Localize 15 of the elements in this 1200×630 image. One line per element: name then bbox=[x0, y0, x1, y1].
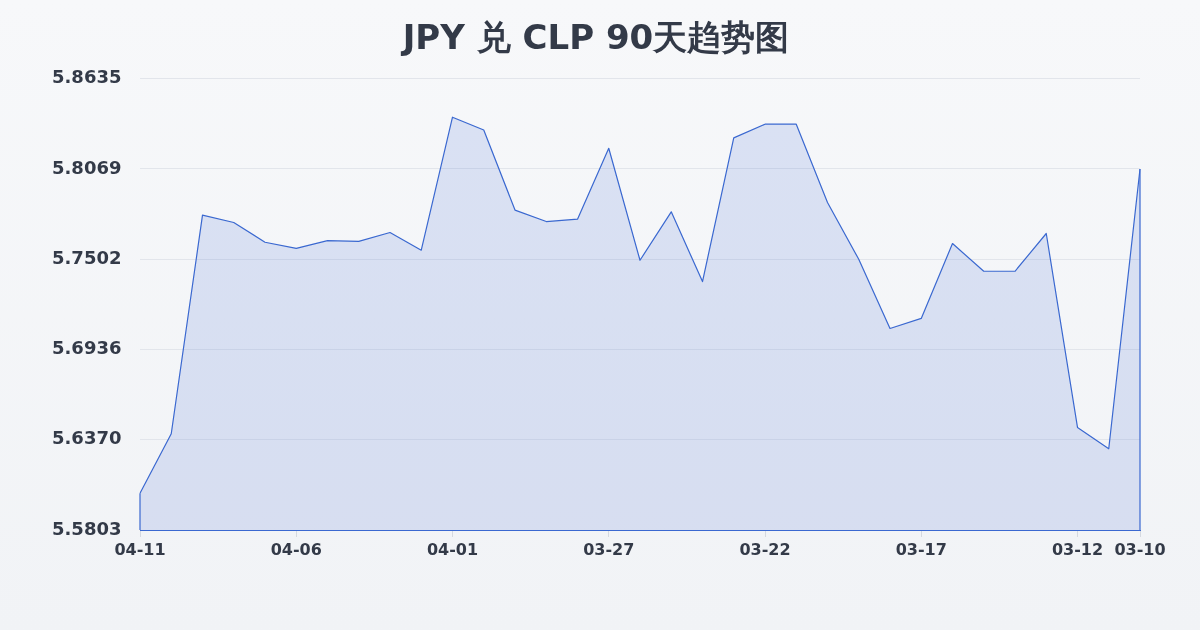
y-tick-label: 5.7502 bbox=[52, 246, 122, 268]
x-tick-label: 04-11 bbox=[114, 539, 166, 559]
x-tick-label: 04-06 bbox=[270, 539, 322, 559]
y-tick-label: 5.8069 bbox=[52, 156, 122, 178]
y-tick-label: 5.5803 bbox=[52, 517, 122, 539]
x-tick-label: 04-01 bbox=[426, 539, 479, 559]
y-tick-label: 5.8635 bbox=[52, 66, 122, 88]
x-tick-label: 03-22 bbox=[739, 539, 791, 559]
x-tick-label: 03-17 bbox=[895, 539, 947, 559]
x-tick-label: 03-27 bbox=[583, 539, 635, 559]
x-tick-label: 03-12 bbox=[1051, 539, 1104, 559]
chart-title: JPY 兑 CLP 90天趋势图 bbox=[400, 17, 790, 58]
y-tick-label: 5.6936 bbox=[52, 337, 122, 359]
y-tick-label: 5.6370 bbox=[52, 427, 122, 449]
x-tick-label: 03-10 bbox=[1114, 539, 1166, 559]
